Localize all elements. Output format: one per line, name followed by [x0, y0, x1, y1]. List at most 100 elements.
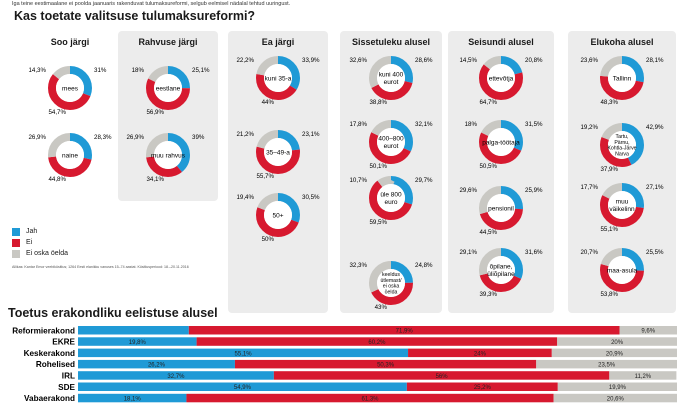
donut-slice-eos [600, 248, 644, 292]
donut-value-eos: 21,2% [236, 131, 254, 138]
donut-slice-ei [48, 133, 92, 177]
donut-value-ei: 64,7% [479, 99, 497, 106]
donut-slice-eos [256, 130, 300, 174]
bar-value-label: 20,6% [607, 397, 625, 403]
donut-slice-eos [600, 123, 644, 167]
bar-category-label: Keskerakond [24, 349, 75, 358]
bar-category-label: Vabaerakond [24, 394, 75, 403]
donut-label-line: kuni 35-a [265, 75, 292, 82]
donut-value-ei: 59,5% [369, 219, 387, 226]
donut-value-jah: 29,7% [415, 177, 433, 184]
donut-value-jah: 39% [192, 134, 205, 141]
legend-label-ei: Ei [26, 239, 33, 246]
bar-segment-jah [78, 382, 407, 391]
bar-value-label: 19,9% [609, 385, 627, 391]
donut-label-line: 400–800 [378, 136, 404, 143]
donut-label-line: öelda [385, 289, 398, 295]
donut-value-ei: 55,7% [256, 173, 274, 180]
bar-value-label: 61,3% [362, 397, 380, 403]
donut-slice-eos [369, 176, 413, 220]
donut-label: üle 800 euro [380, 192, 402, 206]
donut-hole [264, 201, 292, 229]
bar-value-label: 54,9% [234, 385, 252, 391]
bar-value-label: 23,5% [598, 363, 616, 369]
donut-label-line: euro [384, 199, 397, 206]
donut-label-line: muu rahvus [151, 152, 186, 159]
donut-label-line: Pärnu, [614, 140, 629, 146]
donut-slice-ei [256, 56, 300, 100]
legend: Jah Ei Ei oska öelda [12, 226, 68, 259]
donut-label-line: 50+ [272, 212, 283, 219]
donut-label-line: Kohtla-Järve [607, 146, 636, 152]
donut-label: naine [62, 152, 78, 159]
bar-segment-ei [406, 382, 558, 391]
bar-value-label: 60,2% [368, 340, 386, 346]
bar-segment-ei [273, 371, 610, 380]
donut-slice-eos [256, 56, 300, 100]
bar-segment-eos [553, 393, 677, 403]
donut-label-line: ei oska [383, 284, 400, 290]
donut-label: ettevõtja [489, 75, 514, 82]
donut-label-line: maa-asula [607, 267, 638, 274]
donut-slice-ei [369, 261, 413, 305]
bar-value-label: 20,9% [606, 351, 624, 357]
donut-slice-eos [479, 56, 523, 100]
donut-label-line: ettevõtja [489, 75, 514, 82]
donut-value-jah: 31% [94, 67, 107, 74]
donut-slice-ei [146, 66, 190, 110]
donut-label: palga-töötaja [482, 139, 520, 146]
donut-hole [377, 184, 405, 212]
donut-slice-ei [146, 133, 190, 177]
donut-label-line: 35–49-a [266, 149, 290, 156]
donut-value-ei: 39,3% [479, 291, 497, 298]
donut-value-ei: 48,3% [600, 99, 618, 106]
bar-value-label: 71,9% [396, 329, 414, 335]
donut-üle-800-euro: üle 800 euro 29,7% 59,5% 10,7% [349, 176, 433, 226]
donut-slice-eos [48, 66, 92, 110]
donut-hole [377, 269, 405, 297]
donut-value-ei: 34,1% [146, 176, 164, 183]
donut-label-line: ütlemast/ [380, 278, 402, 284]
donut-label-line: pensionil [488, 205, 514, 212]
donut-value-jah: 24,8% [415, 262, 433, 269]
donut-hole [56, 141, 84, 169]
donut-slice-ei [369, 120, 413, 164]
donut-value-eos: 18% [132, 67, 145, 74]
donut-slice-eos [369, 261, 413, 305]
donut-label: mees [62, 85, 79, 92]
donut-label-line: palga-töötaja [482, 139, 520, 146]
donut-slice-ei [369, 56, 413, 100]
donut-slice-ei [256, 130, 300, 174]
donut-slice-eos [369, 120, 413, 164]
legend-swatch-ei [12, 238, 20, 247]
donut-value-eos: 26,9% [126, 134, 144, 141]
donut-label-line: naine [62, 152, 78, 159]
bar-value-label: 11,2% [635, 374, 652, 380]
donut-hole [608, 256, 636, 284]
donut-label-line: eurot [384, 79, 399, 86]
bar-row-vabaerakond: Vabaerakond 18,1% 61,3% 20,6% [24, 393, 677, 403]
donut-slice-ei [600, 56, 644, 100]
donut-value-jah: 20,8% [525, 57, 543, 64]
bar-value-label: 20% [611, 340, 624, 346]
donut-value-ei: 53,8% [600, 291, 618, 298]
legend-item-jah: Jah [12, 226, 68, 237]
donut-label: kuni 35-a [265, 75, 292, 82]
donut-hole [487, 128, 515, 156]
donut-value-eos: 14,3% [28, 67, 46, 74]
donut-label: 400–800 eurot [378, 136, 404, 150]
bar-row-keskerakond: Keskerakond 55,1% 24% 20,9% [24, 348, 677, 358]
donut-value-eos: 20,7% [580, 249, 598, 256]
donut-hole [264, 64, 292, 92]
donut-tallinn: Tallinn 28,1% 48,3% 23,6% [580, 56, 664, 106]
donut-label: 50+ [272, 212, 283, 219]
donut-maa-asula: maa-asula 25,5% 53,8% 20,7% [580, 248, 664, 298]
donut-label-line: kuni 400 [379, 72, 404, 79]
donut-label: muu rahvus [151, 152, 186, 159]
donut-50: 50+ 30,5% 50% 19,4% [236, 193, 320, 243]
donut-slice-ei [479, 56, 523, 100]
bar-segment-eos [536, 359, 677, 369]
legend-swatch-eos [12, 249, 20, 258]
donut-value-eos: 23,6% [580, 57, 598, 64]
bar-value-label: 24% [474, 351, 487, 357]
